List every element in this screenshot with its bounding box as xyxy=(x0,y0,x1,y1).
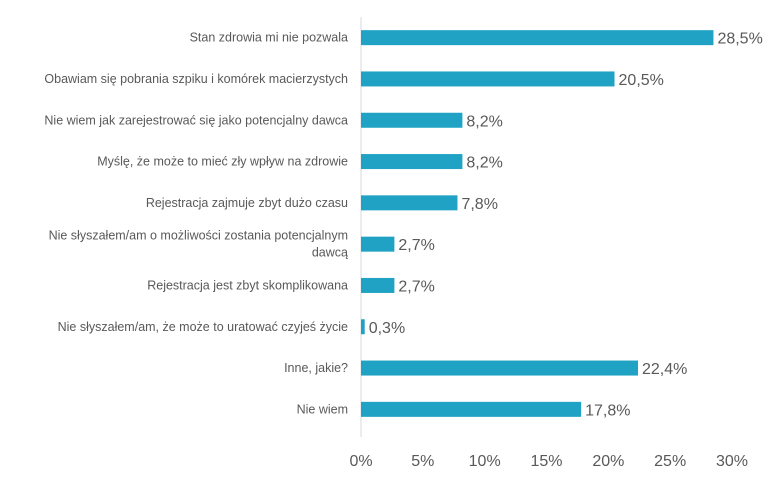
bar-7 xyxy=(361,319,365,335)
category-label-1: Obawiam się pobrania szpiku i komórek ma… xyxy=(44,72,348,86)
x-tick-label-6: 30% xyxy=(716,453,748,470)
value-label-6: 2,7% xyxy=(398,278,434,295)
category-label-5-line-1: dawcą xyxy=(312,246,348,260)
bar-1 xyxy=(361,71,615,87)
category-label-9: Nie wiem xyxy=(297,402,348,416)
bar-0 xyxy=(361,30,714,46)
category-label-2: Nie wiem jak zarejestrować się jako pote… xyxy=(44,113,348,127)
value-label-8: 22,4% xyxy=(642,361,687,378)
value-label-2: 8,2% xyxy=(466,113,502,130)
category-label-7: Nie słyszałem/am, że może to uratować cz… xyxy=(58,320,348,334)
category-label-6: Rejestracja jest zbyt skomplikowana xyxy=(147,278,348,292)
value-label-7: 0,3% xyxy=(369,320,405,337)
x-tick-label-4: 20% xyxy=(592,453,624,470)
value-label-1: 20,5% xyxy=(619,72,664,89)
value-label-5: 2,7% xyxy=(398,237,434,254)
x-tick-label-5: 25% xyxy=(654,453,686,470)
category-label-4: Rejestracja zajmuje zbyt dużo czasu xyxy=(146,196,348,210)
value-label-3: 8,2% xyxy=(466,155,502,172)
bar-3 xyxy=(361,154,463,170)
value-label-0: 28,5% xyxy=(717,31,762,48)
value-label-4: 7,8% xyxy=(461,196,497,213)
bar-2 xyxy=(361,112,463,128)
bar-4 xyxy=(361,195,458,211)
category-label-5-line-0: Nie słyszałem/am o możliwości zostania p… xyxy=(49,229,348,243)
x-tick-label-0: 0% xyxy=(349,453,372,470)
value-label-9: 17,8% xyxy=(585,402,630,419)
x-tick-label-2: 10% xyxy=(469,453,501,470)
bar-8 xyxy=(361,360,639,376)
bar-6 xyxy=(361,277,395,293)
category-label-8: Inne, jakie? xyxy=(284,361,348,375)
x-tick-label-1: 5% xyxy=(411,453,434,470)
x-tick-label-3: 15% xyxy=(530,453,562,470)
category-label-3: Myślę, że może to mieć zły wpływ na zdro… xyxy=(97,155,348,169)
category-label-0: Stan zdrowia mi nie pozwala xyxy=(190,31,348,45)
bar-5 xyxy=(361,236,395,252)
bar-9 xyxy=(361,401,582,417)
